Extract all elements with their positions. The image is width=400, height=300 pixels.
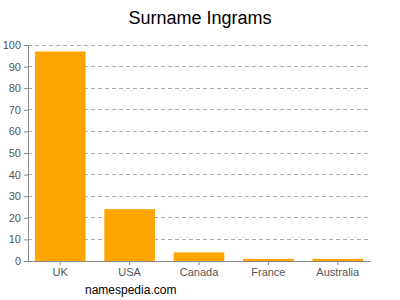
y-tick-mark bbox=[24, 45, 28, 46]
y-tick: 10 bbox=[9, 233, 28, 245]
x-tick-label: USA bbox=[118, 266, 141, 278]
y-tick-label: 60 bbox=[9, 125, 21, 137]
y-tick: 40 bbox=[9, 169, 28, 181]
x-tick-mark bbox=[60, 261, 61, 265]
grid-line bbox=[28, 45, 370, 46]
y-axis: 0 10 20 30 40 50 60 70 80 90 100 bbox=[3, 39, 29, 267]
y-tick: 100 bbox=[3, 39, 28, 51]
y-tick: 60 bbox=[9, 125, 28, 137]
y-tick-label: 10 bbox=[9, 233, 21, 245]
chart-svg: Surname Ingrams0102030405060708090100UKU… bbox=[0, 0, 400, 300]
y-tick-mark bbox=[24, 239, 28, 240]
y-tick: 50 bbox=[9, 147, 28, 159]
y-tick-mark bbox=[24, 218, 28, 219]
y-tick: 80 bbox=[9, 82, 28, 94]
annotation: namespedia.com bbox=[85, 283, 176, 297]
y-tick-label: 100 bbox=[3, 39, 21, 51]
x-tick: France bbox=[251, 261, 285, 278]
title: Surname Ingrams bbox=[128, 8, 271, 28]
x-tick: USA bbox=[118, 261, 141, 278]
bar bbox=[104, 209, 155, 261]
bar bbox=[35, 51, 86, 261]
y-tick: 20 bbox=[9, 212, 28, 224]
x-tick-mark bbox=[268, 261, 269, 265]
x-tick-label: France bbox=[251, 266, 285, 278]
y-tick-mark bbox=[24, 88, 28, 89]
bar bbox=[312, 259, 363, 261]
y-tick: 70 bbox=[9, 104, 28, 116]
y-tick-mark bbox=[24, 131, 28, 132]
plot-area: 0 10 20 30 40 50 60 70 80 90 100 UK USA Canada France A… bbox=[3, 39, 371, 278]
bars bbox=[35, 51, 363, 261]
x-tick-label: Australia bbox=[316, 266, 360, 278]
x-tick: Canada bbox=[180, 261, 219, 278]
y-tick: 90 bbox=[9, 61, 28, 73]
y-tick: 0 bbox=[15, 255, 28, 267]
x-tick: Australia bbox=[316, 261, 360, 278]
y-tick-mark bbox=[24, 196, 28, 197]
bar bbox=[174, 252, 225, 261]
y-tick-mark bbox=[24, 261, 28, 262]
x-tick-label: UK bbox=[53, 266, 69, 278]
x-tick-label: Canada bbox=[180, 266, 219, 278]
x-tick-mark bbox=[337, 261, 338, 265]
x-tick-mark bbox=[129, 261, 130, 265]
y-tick-label: 20 bbox=[9, 212, 21, 224]
y-tick-label: 30 bbox=[9, 190, 21, 202]
y-tick-mark bbox=[24, 175, 28, 176]
y-tick-label: 90 bbox=[9, 61, 21, 73]
x-axis: UK USA Canada France Australia bbox=[29, 261, 371, 278]
y-tick-label: 80 bbox=[9, 82, 21, 94]
y-tick-mark bbox=[24, 153, 28, 154]
y-tick-label: 40 bbox=[9, 169, 21, 181]
y-tick-label: 0 bbox=[15, 255, 21, 267]
y-tick-label: 50 bbox=[9, 147, 21, 159]
y-tick-mark bbox=[24, 110, 28, 111]
chart-container: Surname Ingrams0102030405060708090100UKU… bbox=[0, 0, 400, 300]
y-tick-label: 70 bbox=[9, 104, 21, 116]
x-tick: UK bbox=[53, 261, 69, 278]
y-tick-mark bbox=[24, 67, 28, 68]
x-tick-mark bbox=[199, 261, 200, 265]
y-tick: 30 bbox=[9, 190, 28, 202]
grid bbox=[28, 45, 370, 261]
bar bbox=[243, 259, 294, 261]
y-axis-line bbox=[28, 46, 29, 262]
